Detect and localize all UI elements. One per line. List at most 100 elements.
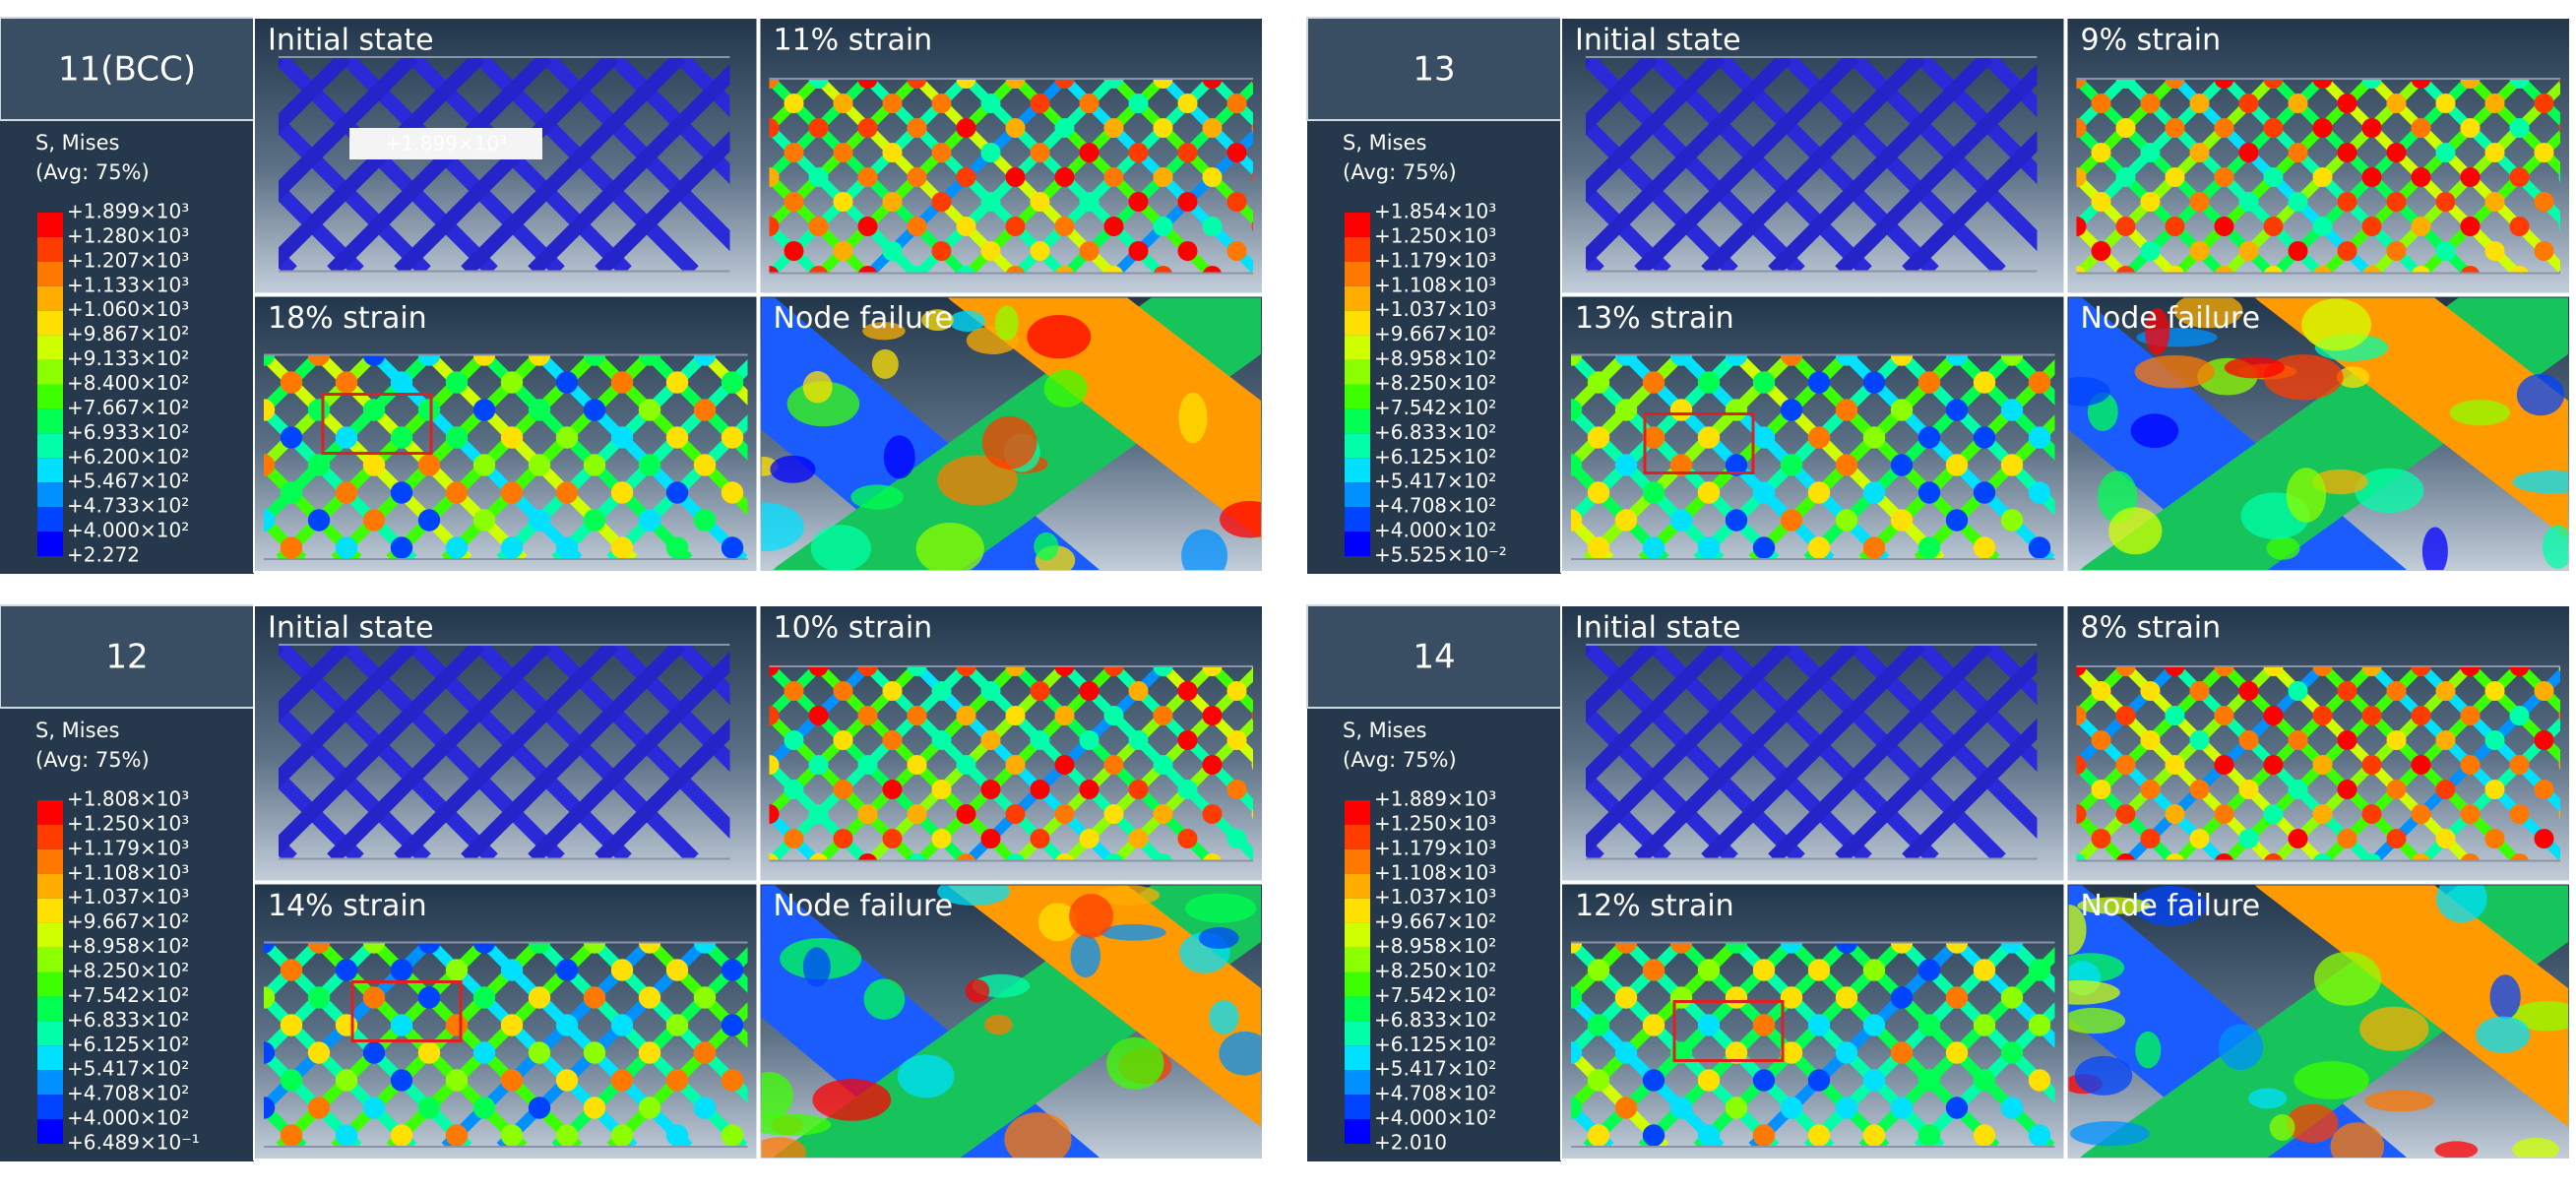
node <box>307 354 331 366</box>
node <box>1614 509 1638 532</box>
node <box>1054 266 1075 274</box>
node <box>472 1097 496 1119</box>
legend-label: +6.125×10² <box>1374 445 1496 469</box>
stress-patch <box>2511 1000 2568 1032</box>
stress-patch <box>921 309 954 332</box>
strut <box>279 180 364 272</box>
stress-patch <box>883 435 915 479</box>
annotation-box <box>349 128 542 159</box>
node <box>2165 853 2185 861</box>
node <box>1725 1097 1748 1119</box>
node <box>390 536 413 559</box>
legend-label: +6.125×10² <box>67 1033 189 1056</box>
lattice <box>769 79 1253 274</box>
node <box>1945 354 1969 366</box>
node <box>784 192 804 212</box>
node <box>693 1041 717 1064</box>
legend-label: +7.542×10² <box>67 983 189 1007</box>
node <box>665 371 689 394</box>
strut <box>279 57 351 135</box>
node <box>2091 192 2111 212</box>
node <box>1251 666 1253 672</box>
legend-subtitle: (Avg: 75%) <box>1343 748 1457 772</box>
node <box>1079 192 1100 212</box>
legend-label: +1.854×10³ <box>1374 200 1496 223</box>
node <box>2238 192 2259 212</box>
node <box>2312 755 2333 775</box>
node <box>2484 681 2505 701</box>
node <box>1030 780 1050 799</box>
node <box>1945 399 1969 421</box>
node <box>2509 217 2530 236</box>
lattice <box>1571 942 2055 1147</box>
node <box>445 371 469 394</box>
node <box>1128 192 1149 212</box>
stress-patch <box>981 415 1037 470</box>
node <box>2140 241 2161 261</box>
node <box>264 1041 276 1064</box>
strut <box>279 57 418 202</box>
legend-label: +4.000×10² <box>1374 1106 1496 1130</box>
node <box>1202 853 1223 861</box>
legend-label: +1.133×10³ <box>67 273 189 296</box>
node <box>833 143 853 162</box>
node <box>1202 266 1223 274</box>
legend-label: +1.037×10³ <box>67 885 189 909</box>
node <box>2288 192 2308 212</box>
strut <box>1701 645 1926 859</box>
strut <box>2076 219 2127 274</box>
node <box>956 804 976 824</box>
stress-patch <box>2134 354 2216 389</box>
node <box>1202 804 1223 824</box>
legend-swatch <box>1345 433 1370 459</box>
node <box>2091 94 2111 113</box>
node <box>555 481 579 504</box>
node <box>1005 167 1026 187</box>
node <box>2558 79 2560 85</box>
node <box>1005 217 1026 236</box>
node <box>2076 266 2087 274</box>
strut <box>2515 666 2560 715</box>
stress-patch <box>2286 468 2327 523</box>
stress-patch <box>937 885 1010 907</box>
node <box>2460 853 2481 861</box>
node <box>2288 730 2308 750</box>
legend-swatch <box>37 310 63 336</box>
node <box>2028 959 2051 981</box>
node <box>362 509 386 532</box>
node <box>2386 192 2407 212</box>
node <box>1587 426 1610 449</box>
stress-patch <box>2355 468 2424 514</box>
node <box>1103 118 1124 138</box>
node <box>638 354 661 366</box>
node <box>264 942 276 954</box>
legend-label: +9.667×10² <box>1374 909 1496 933</box>
node <box>528 1097 551 1119</box>
node <box>2361 118 2382 138</box>
legend-swatch <box>37 285 63 311</box>
node <box>931 94 952 113</box>
strut <box>595 130 730 272</box>
node <box>2140 780 2161 799</box>
stress-patch <box>2336 366 2370 389</box>
legend-label: +6.933×10² <box>67 420 189 444</box>
node <box>693 986 717 1009</box>
node <box>931 829 952 848</box>
legend-label: +2.010 <box>1374 1131 1447 1155</box>
node <box>1807 536 1831 559</box>
node <box>2484 143 2505 162</box>
node <box>2312 853 2333 861</box>
node <box>1807 959 1831 981</box>
stress-patch <box>1004 1112 1072 1158</box>
node <box>2534 192 2554 212</box>
node <box>2000 1041 2024 1064</box>
node <box>1752 959 1776 981</box>
node <box>808 167 829 187</box>
node <box>1697 1124 1721 1147</box>
strut <box>1634 57 1859 272</box>
node <box>769 79 780 89</box>
legend-swatch <box>37 261 63 286</box>
node <box>980 829 1001 848</box>
node <box>638 399 661 421</box>
node <box>1780 1097 1803 1119</box>
